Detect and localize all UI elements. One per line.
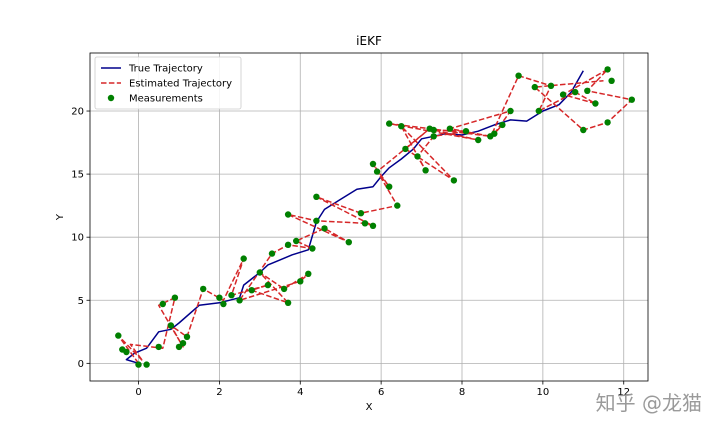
measurement-point [531,83,538,91]
measurement-point [361,220,369,227]
measurement-point [357,210,365,217]
measurement-point [559,91,567,98]
measurement-point [422,167,429,174]
measurement-point [155,343,162,351]
x-tick-label: 0 [135,387,141,398]
x-tick-label: 4 [297,387,303,398]
y-axis: 0 5 10 15 20 [71,107,90,370]
measurement-point [475,136,482,144]
measurement-point [280,285,288,293]
legend-label-estimated-trajectory: Estimated Trajectory [129,79,232,90]
measurement-point [604,119,611,126]
y-tick-label: 5 [78,296,84,307]
series-line-0 [125,70,584,365]
measurement-point [499,121,506,129]
y-tick-label: 15 [71,170,84,181]
y-tick-label: 0 [78,359,84,370]
measurement-point [115,332,122,339]
measurement-point [608,77,615,85]
measurement-point [293,237,300,245]
measurement-point [547,82,555,90]
measurement-point [171,294,179,301]
measurement-point [284,241,292,248]
measurement-point [143,361,150,368]
measurement-point [284,299,292,306]
measurement-point [430,126,437,134]
measurement-point [584,87,591,95]
measurement-point [462,128,470,135]
grid [90,53,648,381]
measurement-point [200,285,207,293]
measurement-point [369,160,377,168]
measurement-point [313,217,320,224]
legend-label-true-trajectory: True Trajectory [128,64,203,75]
x-tick-label: 2 [216,387,222,398]
measurement-point [248,287,255,294]
legend-box [94,56,242,110]
y-tick-label: 20 [71,107,84,118]
measurement-point [398,123,405,130]
measurement-point [535,107,542,115]
measurement-point [394,202,401,209]
measurement-point [309,245,316,252]
measurement-point [264,281,272,289]
measurement-point [179,340,187,347]
measurement-point [507,107,514,115]
measurement-point [135,361,142,368]
x-tick-label: 12 [617,387,630,398]
measurement-point [604,66,611,73]
series-line-1 [117,68,633,364]
measurement-point [402,145,409,153]
measurement-point [580,126,587,134]
measurement-point [240,255,247,262]
measurement-point [373,168,381,175]
series-layer [115,66,635,368]
measurement-point [167,322,175,329]
measurement-point [572,88,579,96]
measurement-point [628,96,635,103]
measurement-point [284,211,292,218]
measurement-point [297,278,304,285]
measurement-point [236,297,243,304]
measurement-point [123,348,130,356]
measurement-point [305,270,312,277]
measurement-point [313,193,320,200]
measurement-point [216,294,223,301]
measurement-point [228,292,235,299]
measurement-point [369,222,377,229]
measurement-point [592,100,599,107]
measurement-point [446,125,454,132]
x-tick-label: 10 [537,387,550,398]
measurement-point [414,153,421,160]
measurement-point [450,177,458,184]
legend-label-measurements: Measurements [129,94,203,105]
measurement-point [386,183,393,190]
measurement-point [386,120,393,127]
measurement-point [256,269,263,276]
measurement-point [183,333,191,340]
watermark-text: 知乎 @龙猫 [596,391,702,415]
measurement-point [515,72,522,79]
measurement-point [159,300,166,308]
measurement-point [430,133,437,140]
measurement-point [220,300,227,308]
legend: True Trajectory Estimated Trajectory Mea… [94,56,242,110]
plot-frame [89,52,649,382]
legend-swatch-measurements [107,94,115,102]
x-tick-label: 6 [378,387,384,398]
chart-title: iEKF [356,34,382,48]
measurement-point [321,225,328,232]
y-axis-label: Y [55,213,66,221]
x-axis-label: X [366,402,373,413]
measurement-point [491,130,498,137]
x-tick-label: 8 [459,387,465,398]
y-tick-label: 10 [71,233,84,244]
measurement-point [268,250,276,257]
measurement-point [345,239,352,246]
x-axis: 0 2 4 6 8 10 12 [135,381,630,398]
